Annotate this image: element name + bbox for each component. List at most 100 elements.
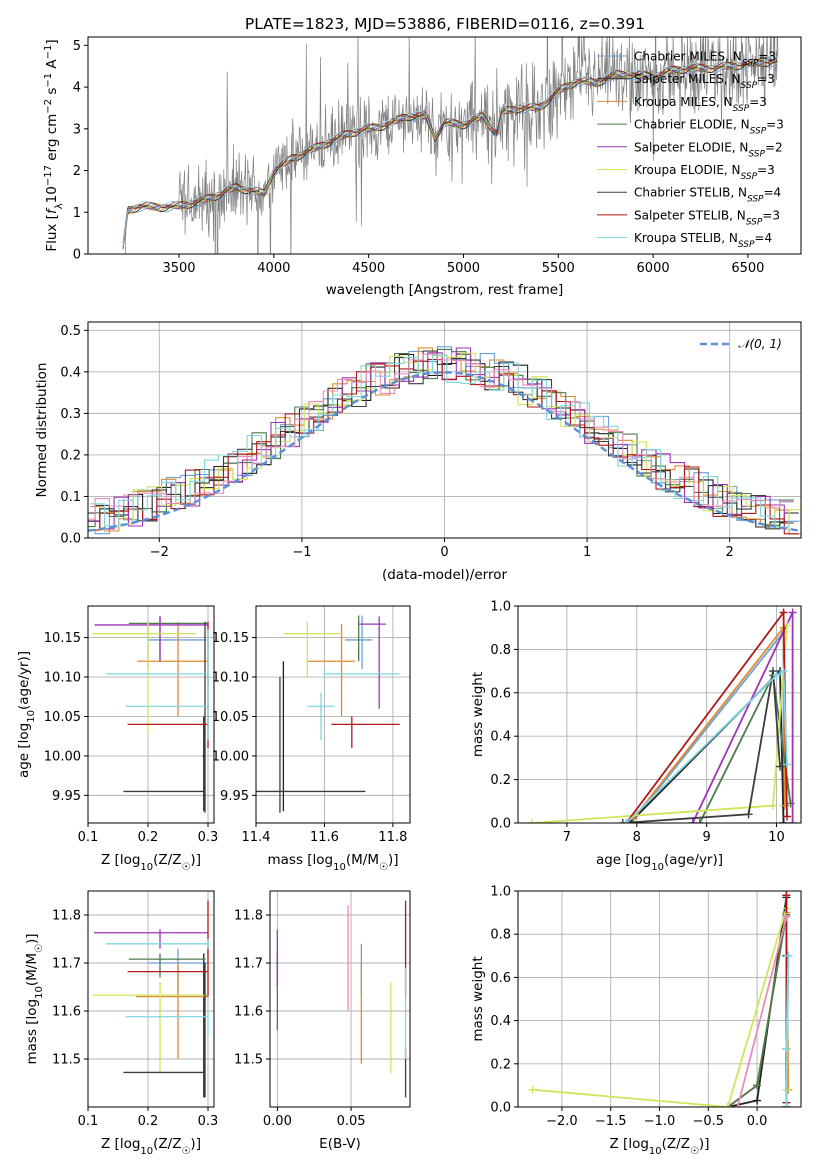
mass-weight-marker [779,819,788,823]
x-tick-label: 2 [726,545,734,560]
y-axis-label: Normed distribution [34,363,50,498]
x-axis-label: Z [log10(Z/Z☉)] [101,852,201,873]
label-rest: )] [190,1136,201,1152]
x-tick-label: 0.1 [78,830,99,845]
subscript: SSP [747,195,764,205]
legend-count: =3 [749,95,767,109]
axes-frame [517,890,802,1108]
mass-weight-marker [527,819,536,823]
mass-weight-line [691,612,794,823]
y-tick-label: 11.6 [234,1005,263,1020]
x-tick-label: 0.2 [138,1114,159,1129]
x-tick-label: 7 [563,830,571,845]
ticks: 3500 4000 4500 5000 5500 6000 6500 0 1 2 3 4 5 [73,39,765,276]
mass-weight-marker [783,760,792,769]
mass-weight-vs-metallicity-panel: −2.0 −1.5 −1.0 −0.5 0.0 0.0 0.2 0.4 0.6 0.8 1.0 Z [… [470,885,802,1157]
age-vs-mass-panel: 11.4 11.6 11.8 9.95 10.00 10.05 10.10 10.15 mass… [212,605,411,873]
subscript: SSP [741,172,758,182]
ticks: −2.0 −1.5 −1.0 −0.5 0.0 0.0 0.2 0.4 0.6 0.8 1.0 [490,885,767,1130]
y-tick-label: 11.7 [52,957,81,972]
axes-frame [87,890,215,1108]
y-tick-label: 10.00 [44,749,81,764]
label-rest: )] [190,852,201,868]
y-tick-label: 10.05 [212,710,249,725]
grid-lines [87,606,214,823]
y-tick-label: 3 [73,122,81,137]
y-tick-label: 0.8 [490,928,511,943]
spectrum-data [122,37,779,254]
errorbars [276,900,407,1098]
mass-weight-marker [783,812,792,821]
legend-label: Kroupa ELODIE, NSSP=3 [634,163,775,182]
x-axis-label: age [log10(age/yr)] [596,852,723,873]
x-tick-label: −1.5 [595,1114,627,1129]
label-part: s [44,88,60,99]
label-rest: (Z/Z [153,1136,181,1152]
errorbars [92,900,209,1098]
subscript: 10 [26,710,37,723]
x-tick-label: 4500 [352,261,385,276]
mass-weight-vs-age-panel: 7 8 9 10 0.0 0.2 0.4 0.6 0.8 1.0 age [log10(age/yr… [470,600,802,873]
x-tick-label: 6500 [731,261,764,276]
label-rest: (M/M [24,953,40,986]
subscript: 10 [140,862,153,873]
label-part: −17 [43,165,54,186]
figure-title: PLATE=1823, MJD=53886, FIBERID=0116, z=0… [245,15,645,33]
mass-weight-marker [782,912,791,921]
label-part: A [44,59,60,73]
x-axis-label: Z [log10(Z/Z☉)] [101,1136,201,1157]
label-rest: (age/yr)] [664,852,723,868]
model-spectrum-line [122,59,778,250]
errorbars [256,615,400,813]
y-tick-label: 0.2 [490,1057,511,1072]
subscript: ☉ [379,862,388,873]
label-part: −1 [43,73,54,88]
model-spectrum-line [122,56,778,244]
y-tick-label: 10.00 [212,749,249,764]
mass-weight-marker [788,608,797,617]
axes-frame [269,890,411,1108]
subscript: 10 [140,1146,153,1157]
ticks: 11.4 11.6 11.8 9.95 10.00 10.05 10.10 10.15 [212,631,408,845]
subscript: ☉ [34,944,45,953]
y-tick-label: 0.5 [60,324,81,339]
y-tick-label: 11.7 [234,957,263,972]
label-part: f [44,207,60,214]
legend-label: Salpeter ELODIE, NSSP=2 [634,140,783,159]
mass-weight-marker [784,951,793,960]
y-tick-label: 11.8 [52,909,81,924]
mass-weight-marker [779,608,788,617]
y-tick-label: 1.0 [490,600,511,615]
x-tick-label: −1 [292,545,311,560]
ticks: −2 −1 0 1 2 0.0 0.1 0.2 0.3 0.4 0.5 [60,324,734,560]
grid-lines [255,606,410,823]
y-axis-label: Flux [fλ10−17 erg cm−2 s−1 A−1] [43,39,65,251]
x-tick-label: 3500 [162,261,195,276]
y-tick-label: 10.10 [44,671,81,686]
y-tick-label: 0.4 [60,365,81,380]
x-tick-label: 4000 [257,261,290,276]
y-axis-label: age [log10(age/yr)] [16,651,37,778]
mass-weight-marker [733,1103,742,1107]
x-tick-label: 11.6 [310,830,339,845]
age-vs-metallicity-panel: 0.1 0.2 0.3 9.95 10.00 10.05 10.10 10.15 Z [log1… [16,605,218,873]
y-tick-label: 0.4 [490,1014,511,1029]
x-tick-label: 6000 [637,261,670,276]
mass-weight-marker [744,810,753,819]
residual-histogram-panel: −2 −1 0 1 2 0.0 0.1 0.2 0.3 0.4 0.5 𝒩(0, 1) (data-mo… [34,321,802,583]
mass-weight-line [625,669,788,823]
y-tick-label: 10.15 [44,631,81,646]
subscript: 10 [651,862,664,873]
y-tick-label: 0.8 [490,643,511,658]
y-tick-label: 1 [73,206,81,221]
axes-frame [255,605,411,824]
y-tick-label: 0.0 [490,817,511,832]
y-tick-label: 4 [73,81,81,96]
x-tick-label: 1 [583,545,591,560]
grid-lines [87,891,214,1107]
mass-vs-ebv-panel: 0.00 0.05 11.5 11.6 11.7 11.8 E(B-V) [234,890,411,1152]
x-tick-label: −2 [150,545,169,560]
x-tick-label: −2.0 [546,1114,578,1129]
